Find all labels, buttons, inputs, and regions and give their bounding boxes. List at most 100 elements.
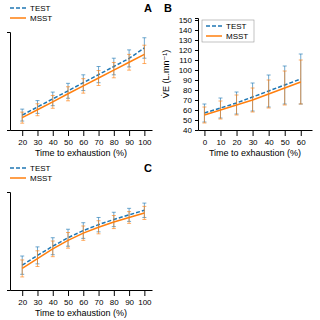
legend-label: TEST — [30, 4, 51, 13]
y-tick: 90 — [183, 76, 198, 85]
x-tick: 100 — [138, 130, 152, 147]
x-tick: 50 — [281, 130, 290, 147]
x-tick: 40 — [265, 130, 274, 147]
tick-mark — [195, 40, 198, 41]
tick-mark — [22, 290, 23, 296]
tick-mark — [53, 290, 54, 296]
error-bar — [299, 54, 303, 104]
tick-label: 80 — [183, 86, 192, 95]
tick-label: 100 — [138, 298, 152, 307]
legend-swatch — [206, 35, 222, 37]
tick-label: 0 — [203, 138, 208, 147]
x-tick: 90 — [125, 130, 134, 147]
plot-area — [20, 203, 146, 277]
x-tick: 20 — [18, 130, 27, 147]
tick-label: 40 — [49, 138, 58, 147]
tick-label: 40 — [49, 298, 58, 307]
x-tick: 70 — [95, 130, 104, 147]
y-axis-title: V̇E (L.mn⁻¹) — [161, 50, 171, 98]
panel: 20 30 40 50 60 70 80 90 100 Time to exhaustion (%… — [7, 193, 153, 319]
tick-label: 130 — [179, 36, 193, 45]
tick-mark — [195, 90, 198, 91]
tick-mark — [195, 50, 198, 51]
axis-line — [195, 19, 199, 131]
tick-mark — [269, 130, 270, 136]
tick-mark — [237, 130, 238, 136]
y-axis — [7, 193, 11, 291]
x-tick: 30 — [34, 130, 43, 147]
tick-mark — [144, 130, 145, 136]
tick-mark — [195, 100, 198, 101]
tick-label: 50 — [64, 298, 73, 307]
tick-mark — [83, 290, 84, 296]
legend-box — [202, 20, 254, 42]
x-tick: 70 — [95, 290, 104, 307]
plot-area — [20, 38, 146, 123]
tick-label: 60 — [79, 138, 88, 147]
x-axis: 0102030405060 — [199, 130, 313, 147]
tick-mark — [68, 290, 69, 296]
x-tick: 60 — [297, 130, 306, 147]
legend-swatch — [10, 17, 26, 19]
tick-label: 70 — [95, 298, 104, 307]
x-axis: 20 30 40 50 60 70 80 90 100 — [11, 130, 153, 147]
y-tick: 120 — [179, 46, 198, 55]
tick-mark — [301, 130, 302, 136]
tick-mark — [204, 130, 205, 136]
tick-mark — [195, 110, 198, 111]
x-axis: 20 30 40 50 60 70 80 90 100 — [11, 290, 153, 307]
tick-mark — [129, 130, 130, 136]
chart-root: 2030405060708090100Time to exhaustion (%… — [0, 0, 320, 320]
x-tick: 50 — [64, 290, 73, 307]
x-tick: 40 — [49, 130, 58, 147]
y-tick: 60 — [183, 106, 198, 115]
x-tick: 60 — [79, 130, 88, 147]
y-tick: 70 — [183, 96, 198, 105]
axis-line — [11, 290, 153, 291]
tick-label: 30 — [34, 138, 43, 147]
x-tick: 30 — [34, 290, 43, 307]
tick-mark — [53, 130, 54, 136]
tick-label: 60 — [79, 298, 88, 307]
legend-label: TEST — [226, 22, 247, 31]
line — [22, 213, 144, 269]
tick-label: 150 — [179, 16, 193, 25]
tick-label: 80 — [110, 138, 119, 147]
y-tick: 140 — [179, 26, 198, 35]
tick-label: 20 — [18, 138, 27, 147]
y-axis — [7, 33, 11, 131]
y-axis: 405060708090100110120130140150 — [179, 16, 199, 135]
legend: TESTMSST — [10, 164, 52, 183]
line — [204, 82, 300, 115]
x-tick: 30 — [249, 130, 258, 147]
title: A — [144, 2, 152, 14]
x-tick: 20 — [18, 290, 27, 307]
tick-label: 110 — [179, 56, 192, 65]
axis-line — [199, 130, 313, 131]
tick-label: 70 — [95, 138, 104, 147]
tick-label: 140 — [179, 26, 193, 35]
legend-swatch — [206, 25, 222, 27]
legend-swatch — [10, 167, 26, 169]
tick-label: 80 — [110, 298, 119, 307]
x-tick: 20 — [233, 130, 242, 147]
tick-mark — [129, 290, 130, 296]
tick-mark — [285, 130, 286, 136]
y-tick: 100 — [179, 66, 198, 75]
tick-label: 50 — [183, 116, 192, 125]
x-axis-title: Time to exhaustion (%) — [35, 148, 127, 158]
tick-mark — [195, 30, 198, 31]
tick-mark — [114, 130, 115, 136]
axis-line — [7, 193, 11, 291]
tick-label: 60 — [183, 106, 192, 115]
x-tick: 50 — [64, 130, 73, 147]
tick-label: 20 — [233, 138, 242, 147]
title: B — [164, 2, 172, 14]
tick-label: 100 — [179, 66, 193, 75]
legend-label: TEST — [30, 164, 51, 173]
tick-mark — [22, 130, 23, 136]
x-axis-title: Time to exhaustion (%) — [35, 308, 127, 318]
x-tick: 90 — [125, 290, 134, 307]
tick-label: 90 — [183, 76, 192, 85]
series — [20, 38, 146, 121]
